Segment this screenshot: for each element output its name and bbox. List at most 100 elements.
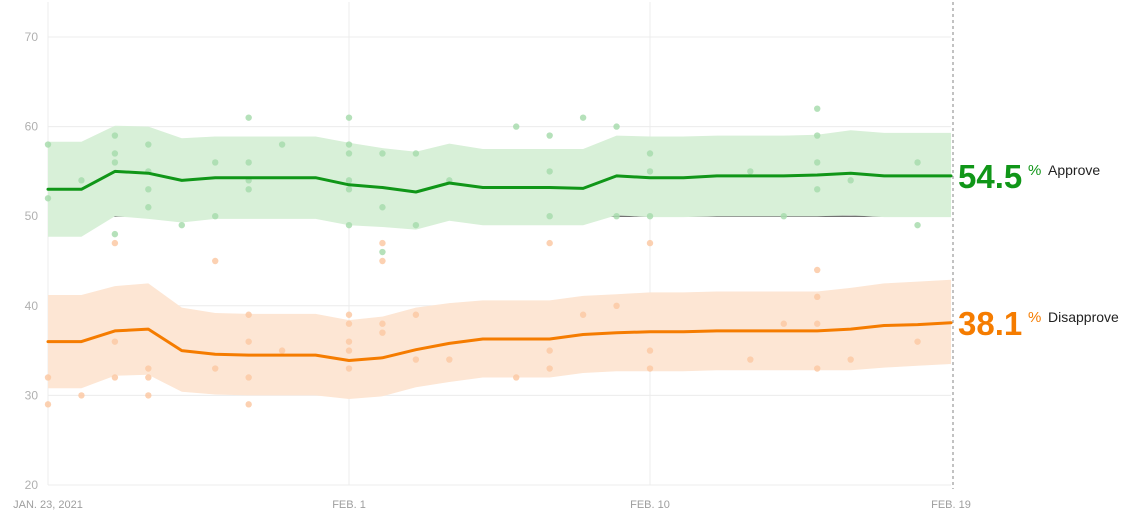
approve-poll-dot	[379, 150, 386, 157]
disapprove-poll-dot	[44, 401, 52, 408]
approve-poll-dot	[814, 105, 821, 112]
disapprove-poll-dot	[78, 392, 85, 399]
disapprove-poll-dot	[513, 374, 520, 381]
approve-poll-dot	[646, 168, 654, 175]
y-tick-label: 20	[25, 478, 39, 492]
disapprove-poll-dot	[111, 374, 119, 381]
disapprove-poll-dot	[814, 293, 821, 301]
approve-poll-dot	[579, 114, 587, 121]
dot-layer	[44, 105, 921, 408]
approve-average-line	[46, 169, 953, 194]
approve-poll-dot	[44, 195, 52, 202]
disapprove-poll-dot	[145, 374, 152, 381]
y-tick-label: 50	[25, 209, 39, 223]
approve-poll-dot	[379, 204, 386, 211]
disapprove-average-line	[46, 321, 953, 362]
approve-poll-dot	[814, 132, 821, 139]
disapprove-poll-dot	[245, 401, 252, 408]
disapprove-poll-dot	[379, 329, 386, 336]
disapprove-poll-dot	[345, 365, 353, 372]
x-tick-label: FEB. 19	[931, 499, 971, 511]
disapprove-poll-dot	[747, 356, 754, 363]
x-tick-label: JAN. 23, 2021	[13, 499, 83, 511]
approve-poll-dot	[345, 186, 353, 193]
disapprove-poll-dot	[245, 311, 252, 318]
disapprove-poll-dot	[379, 257, 386, 265]
disapprove-poll-dot	[345, 338, 353, 345]
disapprove-poll-dot	[345, 320, 353, 327]
approve-series-label: Approve	[1048, 162, 1100, 178]
disapprove-final-value: 38.1	[958, 305, 1022, 342]
approve-poll-dot	[278, 141, 286, 148]
disapprove-poll-dot	[847, 356, 854, 363]
disapprove-poll-dot	[145, 365, 152, 372]
approve-final-value: 54.5	[958, 158, 1022, 195]
disapprove-poll-dot	[145, 392, 152, 399]
disapprove-poll-dot	[379, 239, 386, 247]
approve-poll-dot	[78, 177, 85, 184]
grid-layer: 20 30 40 50 60 70 JAN. 23, 2021 FEB. 1 FEB. 10 FE…	[13, 2, 971, 511]
disapprove-poll-dot	[546, 239, 553, 247]
disapprove-series-label: Disapprove	[1048, 309, 1119, 325]
disapprove-poll-dot	[546, 365, 553, 372]
approve-poll-dot	[814, 186, 821, 193]
approve-poll-dot	[345, 177, 353, 184]
disapprove-poll-dot	[345, 347, 353, 354]
disapprove-poll-dot	[412, 311, 420, 318]
approve-poll-dot	[44, 141, 52, 148]
disapprove-poll-dot	[446, 356, 453, 363]
band-layer	[48, 125, 951, 399]
disapprove-poll-dot	[212, 365, 219, 372]
disapprove-poll-dot	[111, 239, 119, 247]
approve-poll-dot	[914, 221, 921, 229]
approve-poll-dot	[780, 213, 787, 220]
approve-poll-dot	[111, 230, 119, 238]
line-layer	[46, 169, 953, 362]
approve-poll-dot	[847, 177, 854, 184]
label-layer: 54.5% Approve 38.1% Disapprove	[958, 158, 1119, 342]
disapprove-poll-dot	[579, 311, 587, 318]
approve-percent-sign: %	[1028, 162, 1041, 179]
approve-poll-dot	[145, 204, 152, 211]
y-tick-label: 40	[25, 299, 39, 313]
approve-poll-dot	[613, 213, 620, 220]
y-tick-label: 70	[25, 30, 39, 44]
approve-poll-dot	[646, 150, 654, 157]
disapprove-poll-dot	[111, 338, 119, 345]
disapprove-poll-dot	[613, 302, 620, 309]
disapprove-poll-dot	[646, 347, 654, 354]
approve-poll-dot	[546, 168, 553, 175]
approve-poll-dot	[546, 213, 553, 220]
disapprove-poll-dot	[546, 347, 553, 354]
x-tick-label: FEB. 10	[630, 499, 670, 511]
approve-poll-dot	[245, 114, 252, 121]
approve-poll-dot	[814, 159, 821, 166]
disapprove-poll-dot	[412, 356, 420, 363]
approve-band	[48, 125, 951, 237]
approve-poll-dot	[245, 186, 252, 193]
approve-poll-dot	[613, 123, 620, 130]
approve-poll-dot	[178, 221, 185, 229]
approve-poll-dot	[747, 168, 754, 175]
x-tick-label: FEB. 1	[332, 499, 366, 511]
disapprove-poll-dot	[379, 320, 386, 327]
approve-poll-dot	[546, 132, 553, 139]
approve-poll-dot	[111, 159, 119, 166]
approve-poll-dot	[914, 159, 921, 166]
y-tick-label: 30	[25, 388, 39, 402]
approve-poll-dot	[646, 213, 654, 220]
approve-poll-dot	[412, 150, 420, 157]
approve-poll-dot	[145, 141, 152, 148]
disapprove-poll-dot	[814, 320, 821, 327]
disapprove-poll-dot	[278, 347, 286, 354]
approve-poll-dot	[345, 114, 353, 121]
approve-poll-dot	[111, 132, 119, 139]
disapprove-poll-dot	[212, 257, 219, 265]
approve-poll-dot	[245, 159, 252, 166]
disapprove-poll-dot	[814, 266, 821, 274]
disapprove-poll-dot	[245, 374, 252, 381]
approve-poll-dot	[345, 221, 353, 229]
approve-poll-dot	[513, 123, 520, 130]
